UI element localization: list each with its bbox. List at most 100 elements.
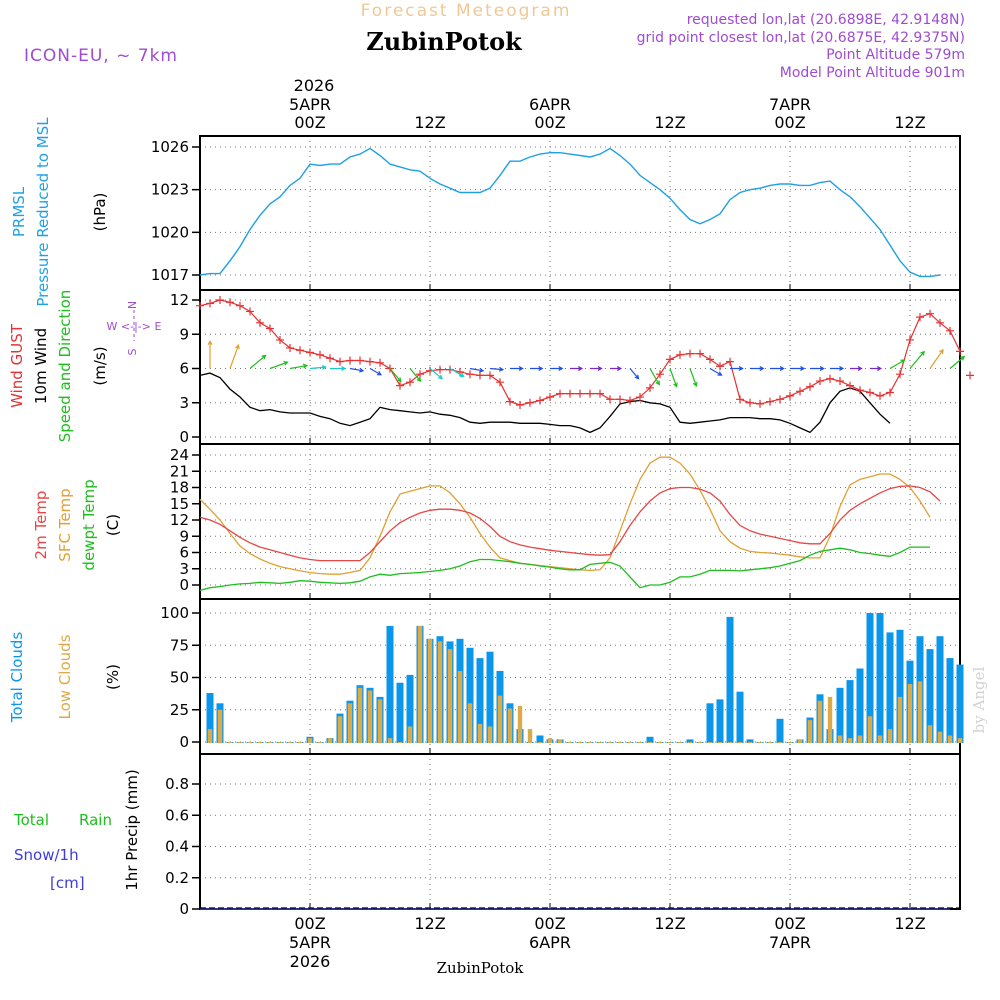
gust-point bbox=[846, 381, 854, 390]
gust-point bbox=[896, 370, 904, 379]
total-cloud-bar bbox=[406, 674, 414, 743]
gust-point bbox=[526, 398, 534, 407]
low-cloud-bar bbox=[297, 742, 303, 743]
gust-point bbox=[906, 335, 914, 344]
compass-rose-icon: N W <-|-> E S bbox=[107, 301, 162, 356]
gust-point bbox=[546, 393, 554, 402]
total-cloud-bar bbox=[716, 699, 724, 743]
low-cloud-bar bbox=[327, 738, 333, 743]
low-cloud-bar bbox=[687, 742, 693, 743]
gust-point bbox=[796, 387, 804, 396]
low-cloud-bar bbox=[447, 649, 453, 743]
low-cloud-bar bbox=[507, 708, 513, 743]
gust-point bbox=[486, 371, 494, 380]
pressure-ytick-label: 1020 bbox=[151, 223, 189, 241]
low-cloud-bar bbox=[827, 696, 833, 743]
total-cloud-bar bbox=[856, 668, 864, 743]
low-cloud-bar bbox=[597, 742, 603, 743]
closest-point: grid point closest lon,lat (20.6875E, 42… bbox=[637, 30, 965, 46]
dewpoint-line bbox=[199, 546, 930, 592]
gust-point bbox=[716, 362, 724, 371]
gust-point bbox=[696, 349, 704, 358]
wind-unit: (m/s) bbox=[91, 346, 109, 385]
precip-ytick-label: 0.4 bbox=[165, 838, 189, 856]
gust-point bbox=[806, 382, 814, 391]
gust-point bbox=[956, 347, 964, 356]
total-cloud-bar bbox=[836, 687, 844, 743]
wind-direction-arrow bbox=[229, 344, 240, 369]
gust-point bbox=[856, 386, 864, 395]
wind-direction-arrow bbox=[689, 368, 698, 388]
wind-direction-arrow bbox=[649, 368, 660, 386]
top-year: 2026 bbox=[294, 76, 335, 95]
gust-point bbox=[376, 358, 384, 367]
total-cloud-bar bbox=[386, 625, 394, 743]
gust-point bbox=[916, 313, 924, 322]
low-cloud-bar bbox=[487, 726, 493, 743]
gust-point bbox=[766, 397, 774, 406]
low-cloud-bar bbox=[217, 709, 223, 744]
gust-point bbox=[576, 389, 584, 398]
compass-s: S bbox=[126, 348, 139, 355]
pressure-label-msl: Pressure Reduced to MSL bbox=[34, 117, 52, 307]
precip-label-snow-unit: [cm] bbox=[50, 874, 85, 892]
gust-point bbox=[786, 391, 794, 400]
gust-point bbox=[596, 389, 604, 398]
wind-direction-arrow bbox=[870, 366, 883, 371]
wind-direction-arrow bbox=[249, 354, 267, 369]
total-cloud-bar bbox=[886, 632, 894, 743]
wind-direction-arrow bbox=[730, 366, 744, 371]
gust-point bbox=[496, 378, 504, 387]
temp-legend: 2m Temp SFC Temp dewpt Temp (C) bbox=[32, 479, 122, 570]
gust-point bbox=[826, 374, 834, 383]
gust-point bbox=[206, 299, 214, 308]
low-cloud-bar bbox=[887, 729, 893, 743]
low-cloud-bar bbox=[537, 742, 543, 743]
wind-direction-arrow bbox=[709, 367, 723, 376]
low-cloud-bar bbox=[647, 742, 653, 743]
gust-point bbox=[736, 395, 744, 404]
low-cloud-bar bbox=[577, 742, 583, 743]
low-cloud-bar bbox=[417, 625, 423, 743]
precip-panel-frame bbox=[199, 753, 961, 910]
gust-point bbox=[816, 377, 824, 386]
gust-point bbox=[506, 397, 514, 406]
top-hour-label: 12Z bbox=[894, 113, 925, 132]
gust-point bbox=[296, 346, 304, 355]
low-cloud-bar bbox=[227, 742, 233, 743]
point-altitude: Point Altitude 579m bbox=[826, 47, 965, 63]
low-cloud-bar bbox=[897, 696, 903, 743]
bottom-hour-label: 12Z bbox=[654, 914, 685, 933]
gust-point bbox=[946, 326, 954, 335]
gust-point bbox=[366, 357, 374, 366]
wind-direction-arrow bbox=[850, 366, 863, 371]
low-cloud-bar bbox=[267, 742, 273, 743]
compass-we: W <-|-> E bbox=[107, 320, 162, 333]
bottom-date-label: 7APR bbox=[769, 933, 811, 952]
total-cloud-bar bbox=[876, 613, 884, 743]
clouds-ytick-label: 0 bbox=[179, 733, 189, 751]
gust-point bbox=[256, 318, 264, 327]
gust-point bbox=[776, 395, 784, 404]
wind-direction-arrow bbox=[550, 366, 564, 371]
gust-point bbox=[356, 356, 364, 365]
clouds-ytick-label: 50 bbox=[170, 669, 189, 687]
gust-point bbox=[226, 298, 234, 307]
low-cloud-bar bbox=[677, 742, 683, 743]
wind-speed-line bbox=[199, 372, 891, 434]
low-cloud-bar bbox=[637, 742, 643, 743]
wind-direction-arrow bbox=[207, 339, 213, 369]
total-cloud-bar bbox=[926, 649, 934, 743]
low-cloud-bar bbox=[317, 742, 323, 743]
clouds-ytick-label: 75 bbox=[170, 636, 189, 654]
low-cloud-bar bbox=[817, 700, 823, 743]
gust-point bbox=[406, 378, 414, 387]
gust-point bbox=[476, 371, 484, 380]
bottom-hour-label: 00Z bbox=[774, 914, 805, 933]
low-cloud-bar bbox=[557, 739, 563, 743]
temp-ytick-label: 15 bbox=[170, 495, 189, 513]
top-hour-label: 12Z bbox=[414, 113, 445, 132]
temp-label-dewpt: dewpt Temp bbox=[80, 479, 98, 570]
location-title: ZubinPotok bbox=[366, 27, 523, 56]
low-cloud-bar bbox=[867, 716, 873, 743]
